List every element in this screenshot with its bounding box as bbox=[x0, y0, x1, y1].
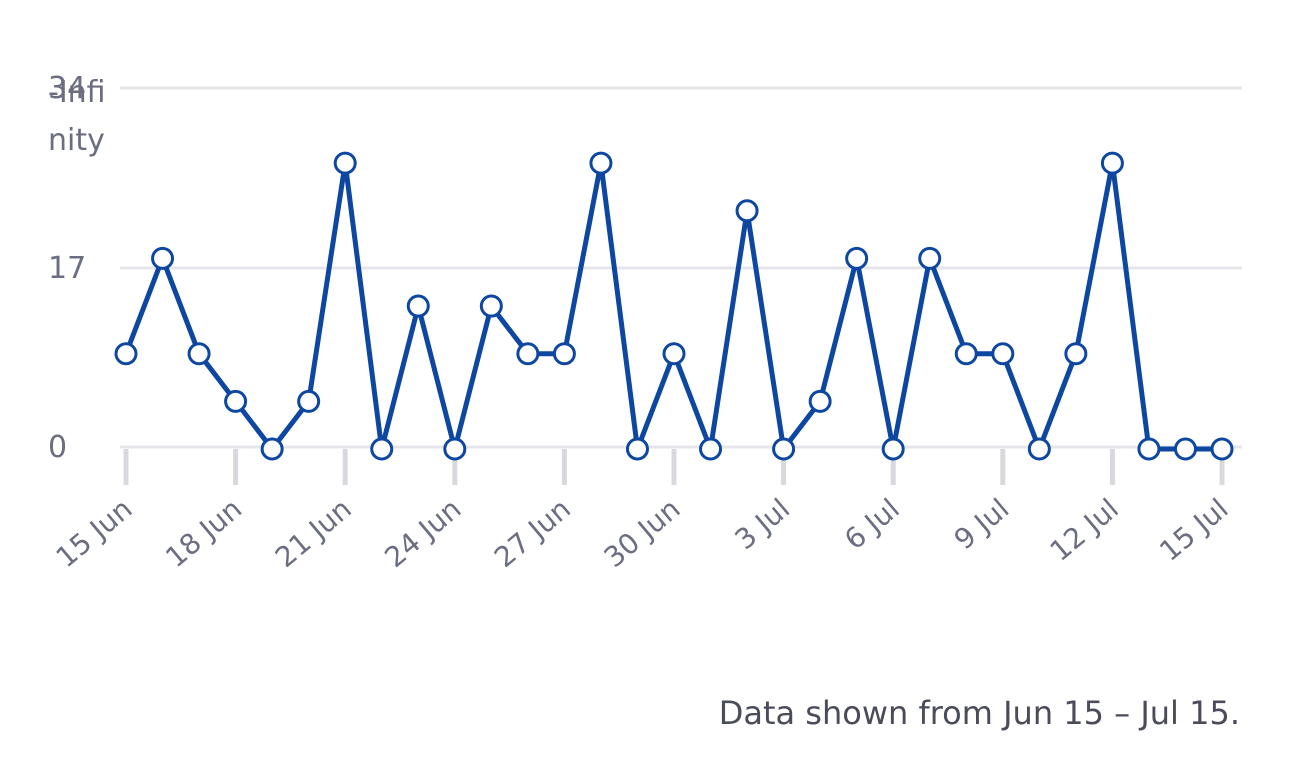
data-point bbox=[151, 246, 175, 270]
series-path bbox=[123, 160, 1225, 452]
y-tick-label: 34 bbox=[48, 71, 86, 106]
x-tick-label: 18 Jun bbox=[159, 492, 248, 574]
x-tick-label: 27 Jun bbox=[488, 492, 577, 574]
data-point bbox=[260, 437, 284, 461]
data-point bbox=[954, 342, 978, 366]
x-tick-label: 3 Jul bbox=[729, 492, 797, 556]
chart-caption: Data shown from Jun 15 – Jul 15. bbox=[718, 694, 1240, 732]
x-tick-label: 24 Jun bbox=[378, 492, 467, 574]
x-tick-label: 15 Jun bbox=[50, 492, 139, 574]
data-point bbox=[1173, 437, 1197, 461]
x-tick-label: 9 Jul bbox=[948, 492, 1016, 556]
data-point bbox=[516, 342, 540, 366]
y-tick-label: 17 bbox=[48, 251, 86, 286]
data-point bbox=[881, 437, 905, 461]
data-point bbox=[808, 389, 832, 413]
data-point bbox=[479, 294, 503, 318]
data-point bbox=[918, 246, 942, 270]
y-axis-ticks: 0 17 34 bbox=[48, 71, 86, 465]
data-point bbox=[1137, 437, 1161, 461]
x-tick-label: 6 Jul bbox=[838, 492, 906, 556]
series-line bbox=[123, 160, 1225, 452]
grid-lines bbox=[120, 86, 1242, 449]
data-point bbox=[1100, 151, 1124, 175]
data-point bbox=[224, 389, 248, 413]
overlay-label-line-2: nity bbox=[48, 123, 105, 158]
data-point bbox=[114, 342, 138, 366]
data-point bbox=[589, 151, 613, 175]
data-point bbox=[1027, 437, 1051, 461]
x-tick-label: 21 Jun bbox=[269, 492, 358, 574]
x-tick-label: 15 Jul bbox=[1153, 492, 1234, 568]
data-point bbox=[297, 389, 321, 413]
data-point bbox=[772, 437, 796, 461]
data-point bbox=[552, 342, 576, 366]
data-point bbox=[991, 342, 1015, 366]
x-axis-ticks: 15 Jun 18 Jun 21 Jun 24 Jun 27 Jun 30 Jun 3 Ju… bbox=[50, 449, 1234, 574]
data-point bbox=[333, 151, 357, 175]
data-point bbox=[443, 437, 467, 461]
data-point bbox=[845, 246, 869, 270]
data-points bbox=[114, 151, 1234, 461]
data-point bbox=[735, 199, 759, 223]
data-point bbox=[699, 437, 723, 461]
line-chart: 0 17 34 15 Jun 18 Jun 21 Jun 24 Jun 27 Jun 30 J… bbox=[48, 71, 1242, 574]
data-point bbox=[187, 342, 211, 366]
y-tick-label: 0 bbox=[48, 430, 67, 465]
data-point bbox=[1210, 437, 1234, 461]
data-point bbox=[370, 437, 394, 461]
x-tick-label: 30 Jun bbox=[598, 492, 687, 574]
data-point bbox=[625, 437, 649, 461]
y-axis-overlay-label: -Infi nity bbox=[48, 75, 115, 158]
data-point bbox=[406, 294, 430, 318]
x-tick-label: 12 Jul bbox=[1044, 492, 1125, 568]
overlay-label-line-1: -Infi bbox=[48, 75, 106, 110]
data-point bbox=[1064, 342, 1088, 366]
data-point bbox=[662, 342, 686, 366]
